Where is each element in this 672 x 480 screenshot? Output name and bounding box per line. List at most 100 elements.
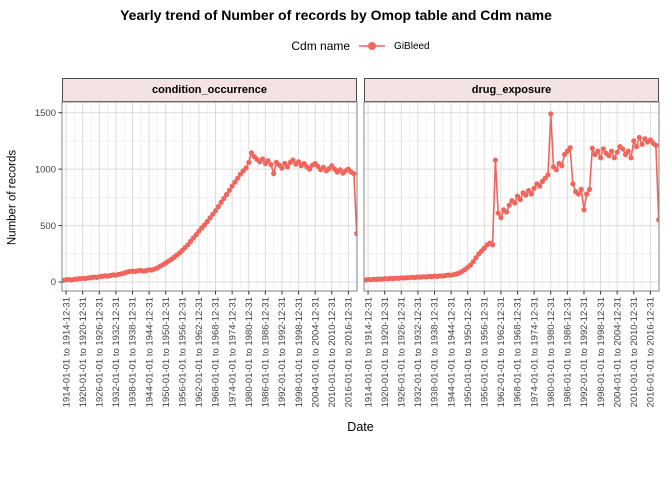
facet-panel-condition_occurrence: 1914-01-01 to 1914-12-31 1920-01-01 to 19… bbox=[61, 101, 358, 407]
x-tick-label: 1938-01-01 to 1938-12-31 bbox=[128, 297, 139, 407]
data-point bbox=[575, 191, 582, 197]
data-point bbox=[620, 146, 626, 152]
x-tick-label: 1926-01-01 to 1926-12-31 bbox=[94, 297, 105, 407]
x-tick-label: 2016-01-01 to 2016-12-31 bbox=[344, 297, 355, 407]
x-tick-label: 1962-01-01 to 1962-12-31 bbox=[496, 297, 507, 407]
data-point bbox=[215, 204, 221, 210]
data-point bbox=[559, 163, 565, 169]
data-point bbox=[243, 165, 249, 171]
facet-strip-drug-exposure: drug_exposure bbox=[364, 78, 659, 102]
data-point bbox=[625, 148, 631, 154]
data-point bbox=[589, 145, 595, 151]
data-point bbox=[639, 141, 645, 147]
y-tick-label: 500 bbox=[40, 221, 56, 232]
data-point bbox=[614, 149, 620, 155]
data-point bbox=[271, 171, 277, 177]
x-tick-label: 1956-01-01 to 1956-12-31 bbox=[480, 297, 491, 407]
data-point bbox=[545, 172, 551, 178]
data-point bbox=[548, 111, 554, 117]
data-point bbox=[229, 183, 235, 189]
data-point bbox=[260, 156, 266, 162]
data-point bbox=[307, 166, 313, 172]
data-point bbox=[656, 217, 659, 223]
x-tick-label: 1968-01-01 to 1968-12-31 bbox=[211, 297, 222, 407]
x-tick-label: 2010-01-01 to 2010-12-31 bbox=[629, 297, 640, 407]
x-tick-label: 2016-01-01 to 2016-12-31 bbox=[646, 297, 657, 407]
panel-border bbox=[363, 101, 660, 292]
x-tick-label: 2010-01-01 to 2010-12-31 bbox=[327, 297, 338, 407]
data-point bbox=[495, 210, 501, 216]
data-point bbox=[284, 164, 291, 170]
data-point bbox=[204, 219, 210, 225]
data-point bbox=[279, 165, 285, 171]
data-point bbox=[290, 157, 296, 163]
legend-key-icon bbox=[359, 42, 386, 50]
data-point bbox=[268, 162, 274, 168]
data-point bbox=[498, 215, 504, 221]
x-tick-label: 1986-01-01 to 1986-12-31 bbox=[261, 297, 272, 407]
x-tick-label: 1986-01-01 to 1986-12-31 bbox=[563, 297, 574, 407]
x-tick-label: 1920-01-01 to 1920-12-31 bbox=[380, 297, 391, 407]
data-point bbox=[512, 200, 518, 206]
data-point bbox=[606, 153, 612, 159]
x-axis-title: Date bbox=[347, 420, 374, 434]
data-point bbox=[226, 187, 232, 193]
x-tick-label: 1914-01-01 to 1914-12-31 bbox=[61, 297, 72, 407]
x-tick-label: 1992-01-01 to 1992-12-31 bbox=[579, 297, 590, 407]
x-tick-label: 1980-01-01 to 1980-12-31 bbox=[244, 297, 255, 407]
data-point bbox=[531, 185, 537, 191]
x-tick-label: 1926-01-01 to 1926-12-31 bbox=[396, 297, 407, 407]
data-point bbox=[265, 158, 271, 164]
x-tick-label: 2004-01-01 to 2004-12-31 bbox=[310, 297, 321, 407]
y-tick-label: 0 bbox=[51, 277, 56, 288]
data-point bbox=[354, 230, 357, 237]
x-tick-label: 1914-01-01 to 1914-12-31 bbox=[363, 297, 374, 407]
x-tick-label: 1944-01-01 to 1944-12-31 bbox=[144, 297, 155, 407]
x-tick-label: 1932-01-01 to 1932-12-31 bbox=[111, 297, 122, 407]
y-tick-label: 1000 bbox=[35, 164, 56, 175]
legend: Cdm name GiBleed bbox=[62, 36, 659, 56]
data-point bbox=[221, 195, 227, 202]
legend-title: Cdm name bbox=[291, 39, 351, 53]
data-point bbox=[537, 183, 543, 189]
data-point bbox=[296, 159, 302, 165]
data-point bbox=[595, 148, 601, 154]
data-point bbox=[232, 179, 238, 185]
x-tick-label: 1932-01-01 to 1932-12-31 bbox=[413, 297, 424, 407]
x-tick-label: 1974-01-01 to 1974-12-31 bbox=[227, 297, 238, 407]
data-point bbox=[470, 259, 476, 265]
data-point bbox=[584, 191, 590, 197]
data-point bbox=[631, 138, 637, 144]
data-point bbox=[218, 199, 224, 205]
x-tick-label: 1920-01-01 to 1920-12-31 bbox=[78, 297, 89, 407]
x-tick-label: 1998-01-01 to 1998-12-31 bbox=[294, 297, 305, 407]
data-point bbox=[528, 191, 535, 197]
data-point bbox=[224, 191, 230, 198]
x-tick-label: 1998-01-01 to 1998-12-31 bbox=[596, 297, 607, 407]
x-tick-label: 1968-01-01 to 1968-12-31 bbox=[513, 297, 524, 407]
data-point bbox=[473, 255, 479, 261]
legend-series-label: GiBleed bbox=[394, 40, 430, 52]
data-point bbox=[636, 134, 642, 141]
data-point bbox=[246, 159, 252, 165]
x-tick-label: 1980-01-01 to 1980-12-31 bbox=[546, 297, 557, 407]
data-point bbox=[490, 242, 496, 248]
x-tick-label: 1992-01-01 to 1992-12-31 bbox=[277, 297, 288, 407]
data-point bbox=[567, 145, 573, 151]
series-GiBleed bbox=[364, 111, 659, 283]
data-point bbox=[600, 146, 606, 152]
data-point bbox=[523, 192, 529, 198]
data-point bbox=[581, 207, 587, 213]
data-point bbox=[628, 155, 634, 161]
data-point bbox=[553, 167, 559, 173]
x-tick-label: 2004-01-01 to 2004-12-31 bbox=[612, 297, 623, 407]
data-point bbox=[212, 208, 219, 214]
chart-title: Yearly trend of Number of records by Omo… bbox=[120, 7, 552, 23]
facet-strip-label: condition_occurrence bbox=[152, 84, 267, 96]
data-point bbox=[248, 150, 255, 156]
data-point bbox=[598, 155, 604, 161]
y-tick-label: 1500 bbox=[35, 108, 56, 119]
data-point bbox=[506, 202, 512, 208]
data-point bbox=[207, 215, 213, 221]
